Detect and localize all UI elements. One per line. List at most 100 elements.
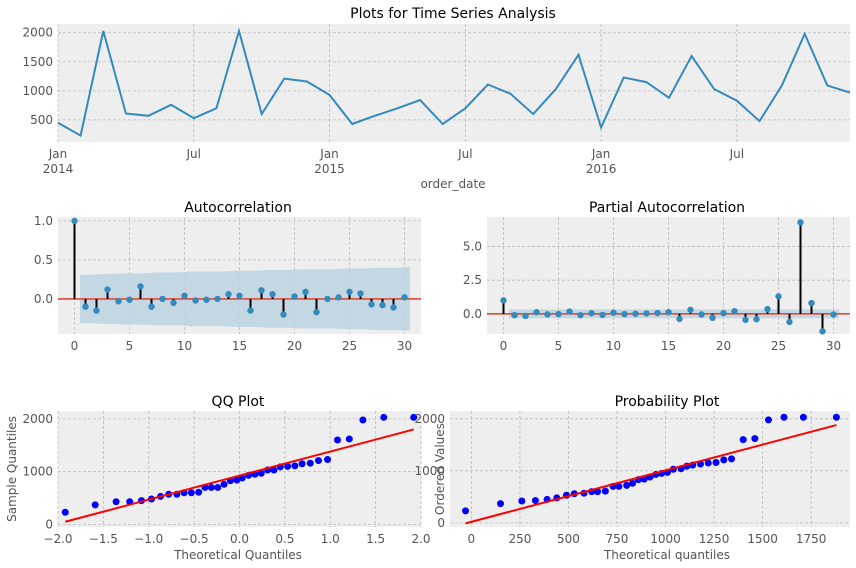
qq-x-tick-label: 0.0 xyxy=(230,532,249,546)
qq-point xyxy=(220,480,228,488)
probability-point xyxy=(601,487,609,495)
probability-x-tick-label: 750 xyxy=(606,532,629,546)
probability-point xyxy=(594,488,602,496)
acf-marker xyxy=(115,298,122,305)
qq-x-tick-label: −1.5 xyxy=(89,532,118,546)
acf-marker xyxy=(401,294,408,301)
acf-marker xyxy=(346,288,353,296)
qq-title: QQ Plot xyxy=(212,394,265,410)
probability-point xyxy=(518,497,526,505)
pacf-marker xyxy=(533,309,540,316)
qq-point xyxy=(306,459,314,467)
acf-marker xyxy=(170,299,177,306)
pacf-marker xyxy=(665,309,672,316)
time-series-y-tick-label: 2000 xyxy=(22,26,53,40)
probability-x-tick-label: 1000 xyxy=(650,532,681,546)
qq-y-tick-label: 1000 xyxy=(22,465,53,479)
time-series-x-tick-sublabel: 2014 xyxy=(43,162,74,176)
acf-marker xyxy=(93,307,100,314)
pacf-marker xyxy=(621,310,628,318)
pacf-marker xyxy=(632,310,639,317)
acf-marker xyxy=(104,286,111,293)
pacf-marker xyxy=(544,311,551,318)
pacf-marker xyxy=(643,310,650,317)
time-series-x-tick-label: Jan xyxy=(48,147,68,161)
qq-point xyxy=(298,460,306,468)
qq-point xyxy=(214,483,222,491)
acf-marker xyxy=(71,217,78,225)
pacf-marker xyxy=(797,219,804,226)
qq-panel: −2.0 −1.5 −1.0 −0.5 0.0 0.5 1.0 1.5 2.0 0 1000 2000… xyxy=(5,394,431,562)
acf-marker xyxy=(368,301,375,308)
qq-point xyxy=(324,456,332,464)
time-series-line xyxy=(57,27,851,138)
acf-y-tick-label: 0.5 xyxy=(34,253,53,267)
probability-y-tick-label: 1000 xyxy=(414,464,445,478)
acf-marker xyxy=(357,290,364,297)
time-series-plot-area xyxy=(58,24,850,142)
probability-point xyxy=(531,496,539,504)
pacf-marker xyxy=(819,328,826,335)
probability-plot-area xyxy=(450,411,850,527)
pacf-y-tick-label: 0.0 xyxy=(463,307,482,321)
probability-fit-line xyxy=(465,424,837,525)
probability-x-tick-label: 250 xyxy=(508,532,531,546)
acf-marker xyxy=(148,303,155,310)
time-series-y-tick-label: 1000 xyxy=(22,84,53,98)
qq-x-tick-label: −0.5 xyxy=(180,532,209,546)
acf-marker xyxy=(137,283,144,290)
acf-marker xyxy=(126,296,133,303)
pacf-x-tick-label: 5 xyxy=(555,339,563,353)
pacf-marker xyxy=(731,307,738,315)
acf-marker xyxy=(324,295,331,303)
qq-point xyxy=(291,462,299,470)
pacf-x-tick-label: 0 xyxy=(500,339,508,353)
acf-marker xyxy=(181,292,188,299)
acf-x-tick-label: 5 xyxy=(126,339,134,353)
pacf-x-tick-label: 15 xyxy=(661,339,676,353)
probability-y-tick-label: 0 xyxy=(437,516,445,530)
acf-marker xyxy=(225,291,232,298)
pacf-y-tick-label: 5.0 xyxy=(463,240,482,254)
pacf-marker xyxy=(599,311,606,319)
acf-x-tick-label: 15 xyxy=(232,339,247,353)
acf-x-tick-label: 25 xyxy=(342,339,357,353)
acf-x-tick-label: 30 xyxy=(397,339,412,353)
pacf-marker xyxy=(676,315,683,323)
probability-point xyxy=(629,479,637,487)
pacf-marker xyxy=(566,308,573,315)
pacf-marker xyxy=(522,312,529,320)
probability-x-tick-label: 1250 xyxy=(699,532,730,546)
probability-point xyxy=(728,455,736,463)
time-series-x-tick-sublabel: 2016 xyxy=(586,162,617,176)
probability-ylabel: Ordered Values xyxy=(433,423,447,515)
qq-point xyxy=(61,508,69,516)
pacf-y-tick-label: 2.5 xyxy=(463,273,482,287)
pacf-marker xyxy=(764,305,771,313)
probability-x-tick-label: 1750 xyxy=(796,532,827,546)
acf-marker xyxy=(390,304,397,311)
qq-x-tick-label: −1.0 xyxy=(134,532,163,546)
time-series-title: Plots for Time Series Analysis xyxy=(350,6,556,22)
qq-point xyxy=(410,413,418,421)
qq-x-tick-label: 2.0 xyxy=(411,532,430,546)
acf-marker xyxy=(291,293,298,300)
qq-xlabel: Theoretical Quantiles xyxy=(173,548,302,562)
probability-x-tick-label: 0 xyxy=(468,532,476,546)
time-series-x-tick-label: Jul xyxy=(186,147,201,161)
qq-x-tick-label: 1.0 xyxy=(321,532,340,546)
probability-point xyxy=(704,459,712,467)
pacf-marker xyxy=(742,316,749,324)
probability-y-tick-label: 2000 xyxy=(414,412,445,426)
probability-xlabel: Theoretical quantiles xyxy=(603,548,730,562)
qq-point xyxy=(233,476,241,484)
pacf-panel: 0 5 10 15 20 25 30 0.0 2.5 5.0 Partial Autocorrel… xyxy=(463,200,850,353)
qq-point xyxy=(380,413,388,421)
qq-point xyxy=(284,462,292,470)
probability-point xyxy=(615,482,623,490)
pacf-marker xyxy=(500,297,507,304)
acf-y-tick-label: 1.0 xyxy=(34,214,53,228)
qq-x-tick-label: 0.5 xyxy=(275,532,294,546)
